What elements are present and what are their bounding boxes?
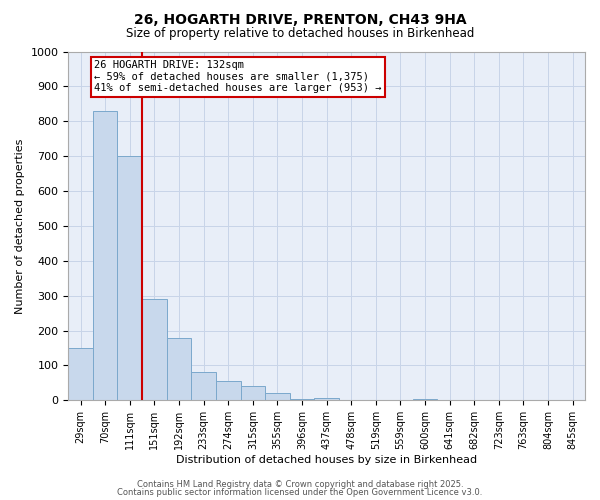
Bar (191, 372, 216, 400)
Bar (290, 398, 314, 400)
Bar (142, 299, 167, 400)
Text: Contains public sector information licensed under the Open Government Licence v3: Contains public sector information licen… (118, 488, 482, 497)
Bar (68, 348, 93, 401)
Text: Contains HM Land Registry data © Crown copyright and database right 2025.: Contains HM Land Registry data © Crown c… (137, 480, 463, 489)
Y-axis label: Number of detached properties: Number of detached properties (15, 138, 25, 314)
Bar (265, 394, 290, 400)
Bar (167, 338, 191, 400)
Bar (93, 111, 118, 401)
Bar (413, 398, 437, 400)
Text: Size of property relative to detached houses in Birkenhead: Size of property relative to detached ho… (126, 28, 474, 40)
Text: 26, HOGARTH DRIVE, PRENTON, CH43 9HA: 26, HOGARTH DRIVE, PRENTON, CH43 9HA (134, 12, 466, 26)
Bar (241, 386, 265, 400)
Bar (216, 381, 241, 400)
Bar (118, 156, 142, 400)
Bar (314, 398, 339, 400)
X-axis label: Distribution of detached houses by size in Birkenhead: Distribution of detached houses by size … (176, 455, 477, 465)
Text: 26 HOGARTH DRIVE: 132sqm
← 59% of detached houses are smaller (1,375)
41% of sem: 26 HOGARTH DRIVE: 132sqm ← 59% of detach… (94, 60, 382, 94)
